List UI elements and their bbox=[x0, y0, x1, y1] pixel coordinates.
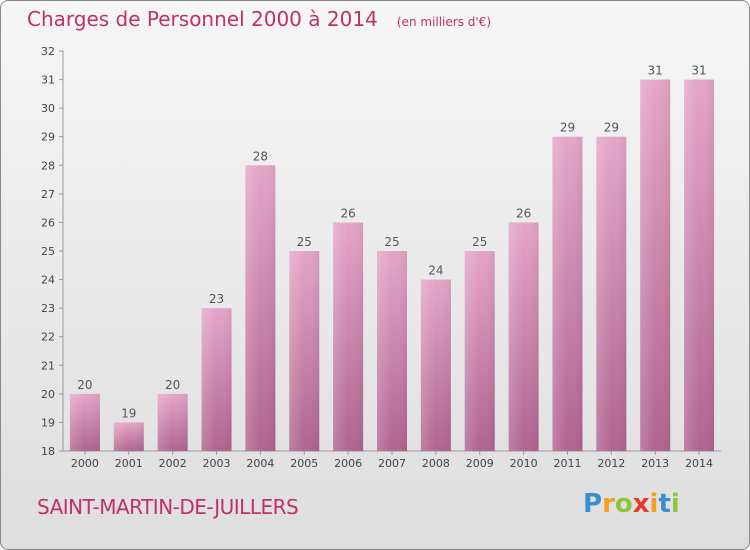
value-label: 25 bbox=[384, 235, 399, 249]
commune-name: SAINT-MARTIN-DE-JUILLERS bbox=[37, 495, 299, 519]
value-label: 26 bbox=[340, 206, 355, 220]
bar-shine bbox=[157, 393, 188, 451]
y-tick-label: 32 bbox=[41, 45, 55, 58]
x-tick-label: 2001 bbox=[115, 457, 143, 470]
logo-letter: t bbox=[658, 489, 671, 519]
y-tick-label: 21 bbox=[41, 359, 55, 372]
logo-letter: r bbox=[602, 489, 615, 519]
x-tick-label: 2014 bbox=[685, 457, 713, 470]
y-tick-label: 25 bbox=[41, 245, 55, 258]
value-label: 31 bbox=[691, 64, 706, 78]
value-label: 19 bbox=[121, 406, 136, 420]
x-tick-label: 2011 bbox=[553, 457, 581, 470]
bar-shine bbox=[508, 222, 539, 451]
value-label: 25 bbox=[297, 235, 312, 249]
chart-title: Charges de Personnel 2000 à 2014 bbox=[27, 7, 378, 31]
x-tick-label: 2012 bbox=[597, 457, 625, 470]
y-tick-label: 20 bbox=[41, 388, 55, 401]
value-label: 26 bbox=[516, 206, 531, 220]
value-label: 24 bbox=[428, 264, 443, 278]
bar-shine bbox=[640, 79, 671, 452]
proxiti-logo: Proxiti bbox=[583, 489, 680, 519]
y-tick-label: 18 bbox=[41, 445, 55, 458]
labels: 2000 20 2001 19 2002 20 2003 23 2004 28 2005 25 2006… bbox=[71, 64, 713, 470]
value-label: 28 bbox=[253, 149, 268, 163]
value-label: 20 bbox=[165, 378, 180, 392]
bar-shine bbox=[69, 393, 100, 451]
axes: 18 19 20 21 22 23 24 25 26 27 28 29 30 31 32 bbox=[41, 45, 721, 458]
y-tick-label: 31 bbox=[41, 74, 55, 87]
bar-shine bbox=[596, 136, 627, 451]
chart-unit: (en milliers d'€) bbox=[396, 15, 491, 29]
value-label: 31 bbox=[648, 64, 663, 78]
x-tick-label: 2004 bbox=[246, 457, 274, 470]
logo-letter: i bbox=[670, 489, 680, 519]
x-tick-label: 2009 bbox=[466, 457, 494, 470]
bar-shine bbox=[113, 422, 144, 451]
bar-shine bbox=[464, 251, 495, 451]
y-tick-label: 19 bbox=[41, 416, 55, 429]
logo-letter: x bbox=[632, 489, 650, 519]
bar-shine bbox=[552, 136, 583, 451]
bar-shine bbox=[245, 165, 276, 452]
value-label: 23 bbox=[209, 292, 224, 306]
bar-shine bbox=[289, 251, 320, 451]
y-tick-label: 22 bbox=[41, 331, 55, 344]
value-label: 29 bbox=[560, 121, 575, 135]
y-tick-label: 28 bbox=[41, 159, 55, 172]
value-label: 29 bbox=[604, 121, 619, 135]
y-tick-label: 30 bbox=[41, 102, 55, 115]
x-tick-label: 2006 bbox=[334, 457, 362, 470]
logo-letter: o bbox=[614, 489, 633, 519]
logo-letter: i bbox=[649, 489, 659, 519]
bar-shine bbox=[201, 308, 232, 451]
x-tick-label: 2003 bbox=[203, 457, 231, 470]
title-block: Charges de Personnel 2000 à 2014 (en mil… bbox=[27, 7, 491, 31]
bar-shine bbox=[333, 222, 364, 451]
y-tick-label: 23 bbox=[41, 302, 55, 315]
x-tick-label: 2008 bbox=[422, 457, 450, 470]
y-tick-label: 29 bbox=[41, 131, 55, 144]
y-tick-label: 27 bbox=[41, 188, 55, 201]
x-tick-label: 2010 bbox=[510, 457, 538, 470]
x-tick-label: 2000 bbox=[71, 457, 99, 470]
value-label: 25 bbox=[472, 235, 487, 249]
bar-shine bbox=[420, 279, 451, 451]
x-tick-label: 2002 bbox=[159, 457, 187, 470]
x-tick-label: 2007 bbox=[378, 457, 406, 470]
bar-shine bbox=[684, 79, 715, 452]
x-tick-label: 2013 bbox=[641, 457, 669, 470]
bar-shine bbox=[377, 251, 407, 451]
logo-letter: P bbox=[583, 489, 603, 519]
value-label: 20 bbox=[77, 378, 92, 392]
y-tick-label: 26 bbox=[41, 216, 55, 229]
y-tick-label: 24 bbox=[41, 274, 55, 287]
bars bbox=[69, 79, 715, 452]
x-tick-label: 2005 bbox=[290, 457, 318, 470]
